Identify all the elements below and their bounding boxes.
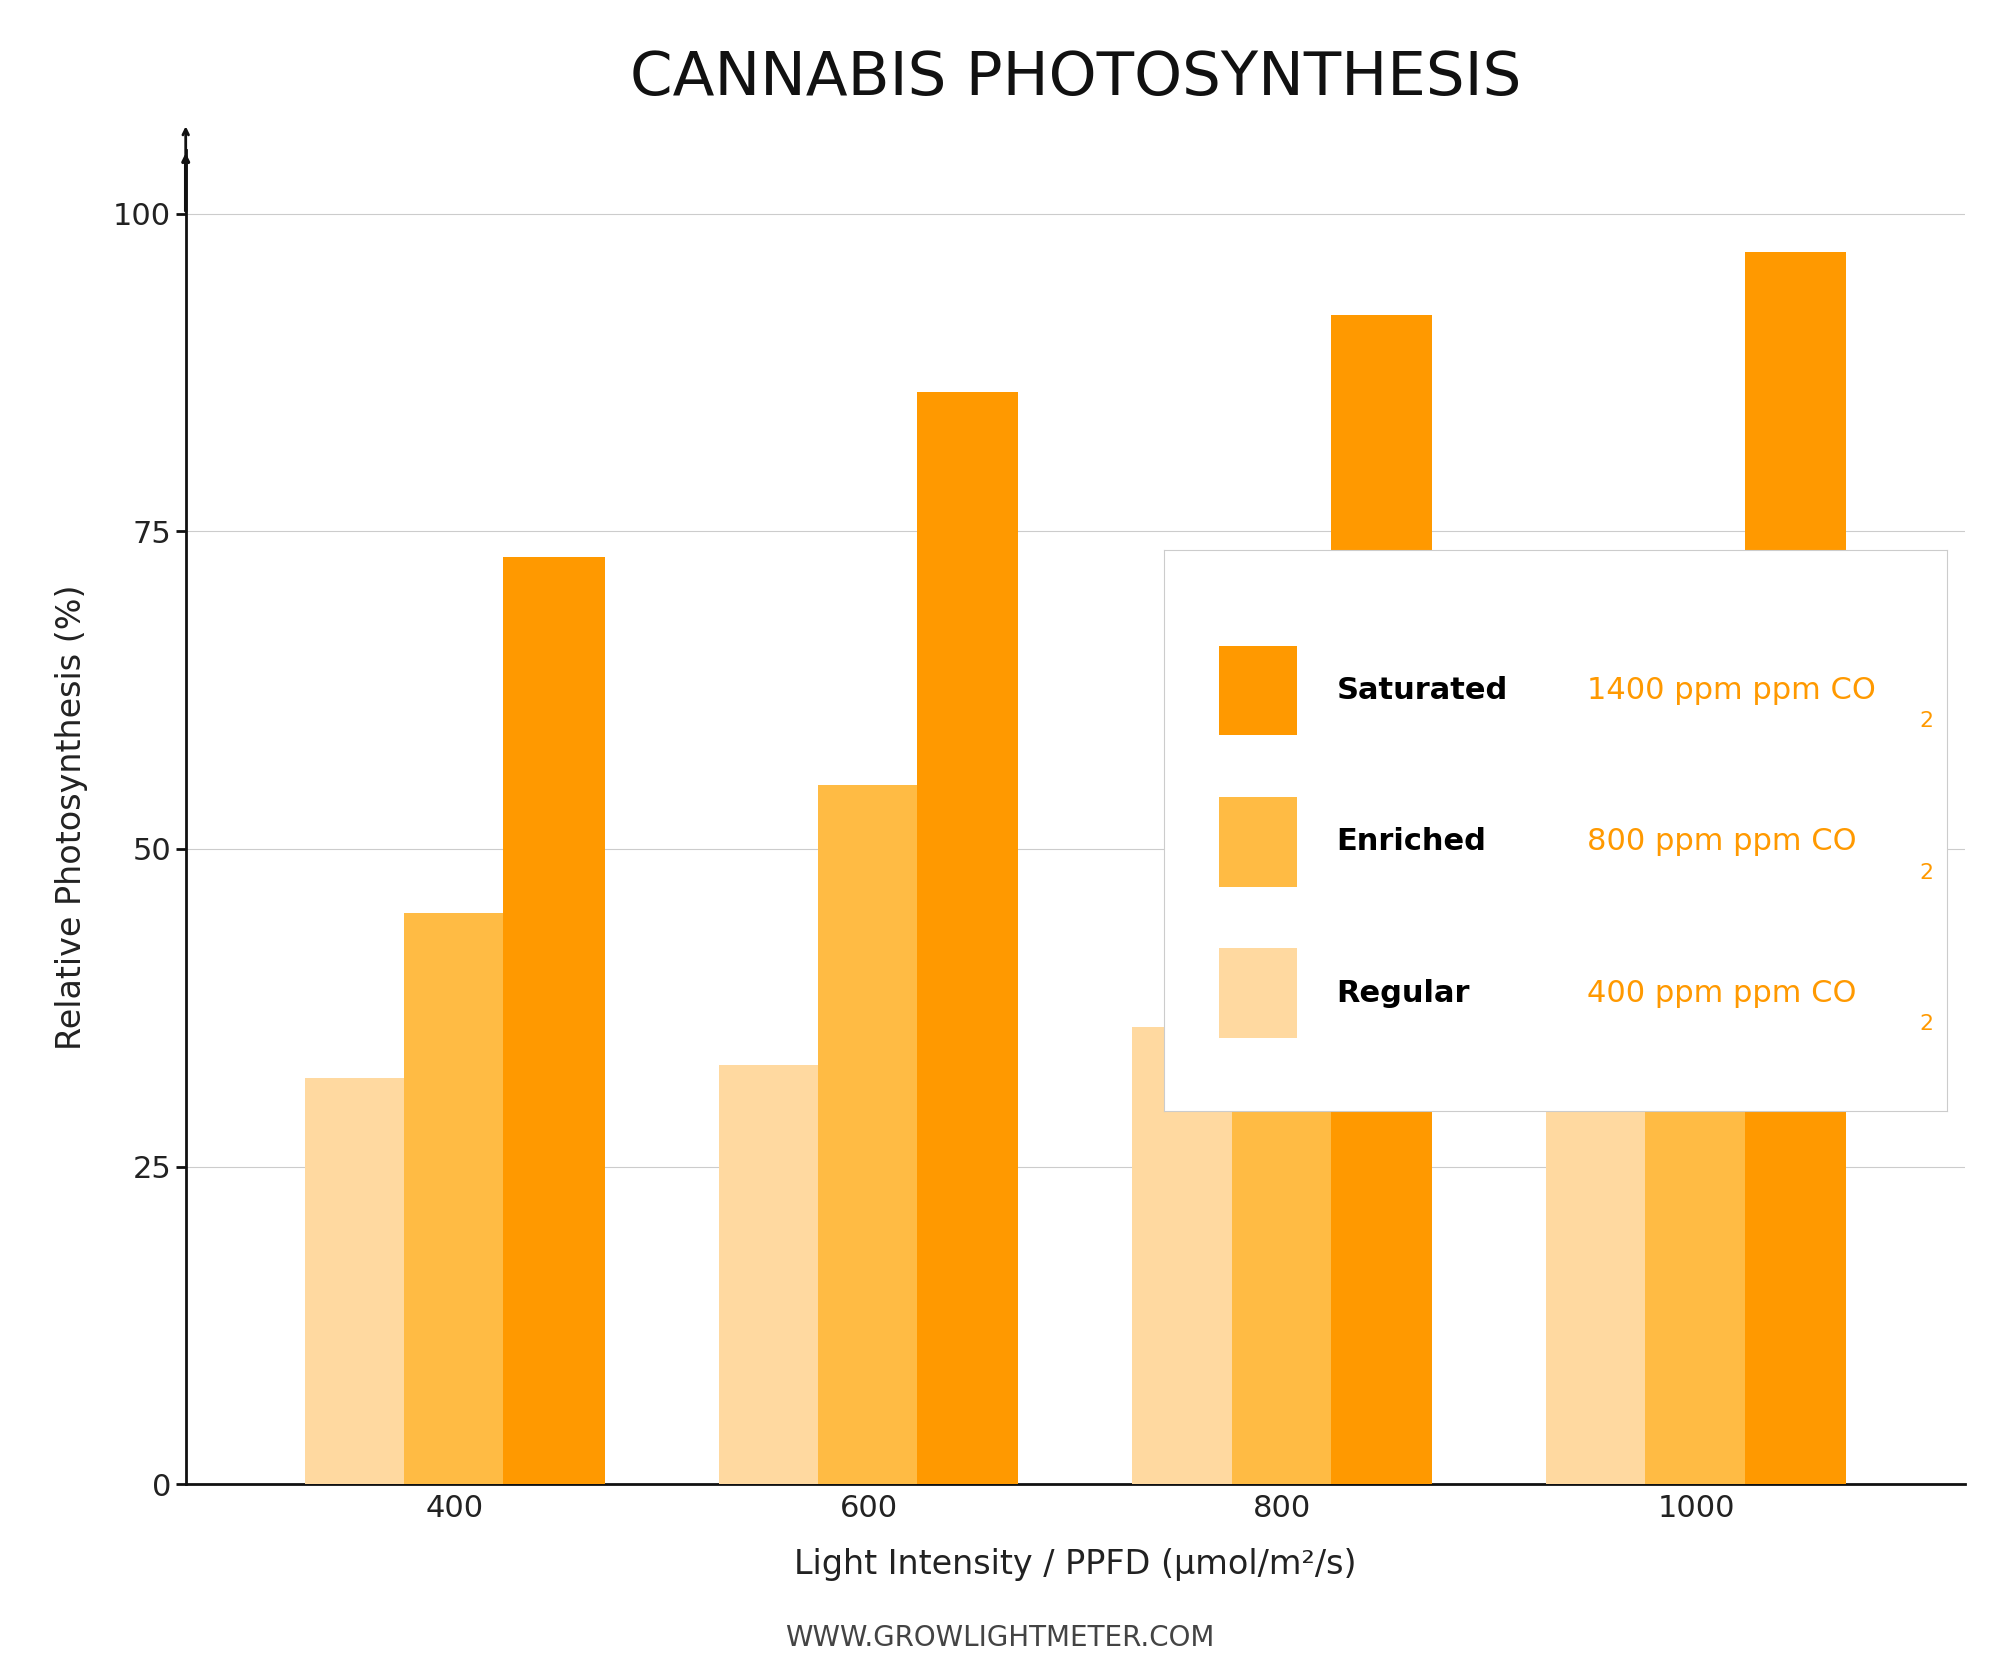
Bar xyxy=(404,912,506,1483)
Bar xyxy=(504,556,604,1483)
Bar xyxy=(818,786,920,1483)
Bar xyxy=(304,1077,406,1483)
Bar xyxy=(1546,1015,1648,1483)
Bar xyxy=(1132,1026,1234,1483)
Bar xyxy=(1232,722,1332,1483)
X-axis label: Light Intensity / PPFD (μmol/m²/s): Light Intensity / PPFD (μmol/m²/s) xyxy=(794,1547,1356,1581)
Bar xyxy=(1330,316,1432,1483)
Bar xyxy=(1744,252,1846,1483)
Bar xyxy=(718,1065,820,1483)
Y-axis label: Relative Photosynthesis (%): Relative Photosynthesis (%) xyxy=(56,585,88,1050)
Title: CANNABIS PHOTOSYNTHESIS: CANNABIS PHOTOSYNTHESIS xyxy=(630,49,1522,108)
Bar xyxy=(918,391,1018,1483)
Bar xyxy=(1646,697,1746,1483)
Text: WWW.GROWLIGHTMETER.COM: WWW.GROWLIGHTMETER.COM xyxy=(786,1625,1214,1651)
